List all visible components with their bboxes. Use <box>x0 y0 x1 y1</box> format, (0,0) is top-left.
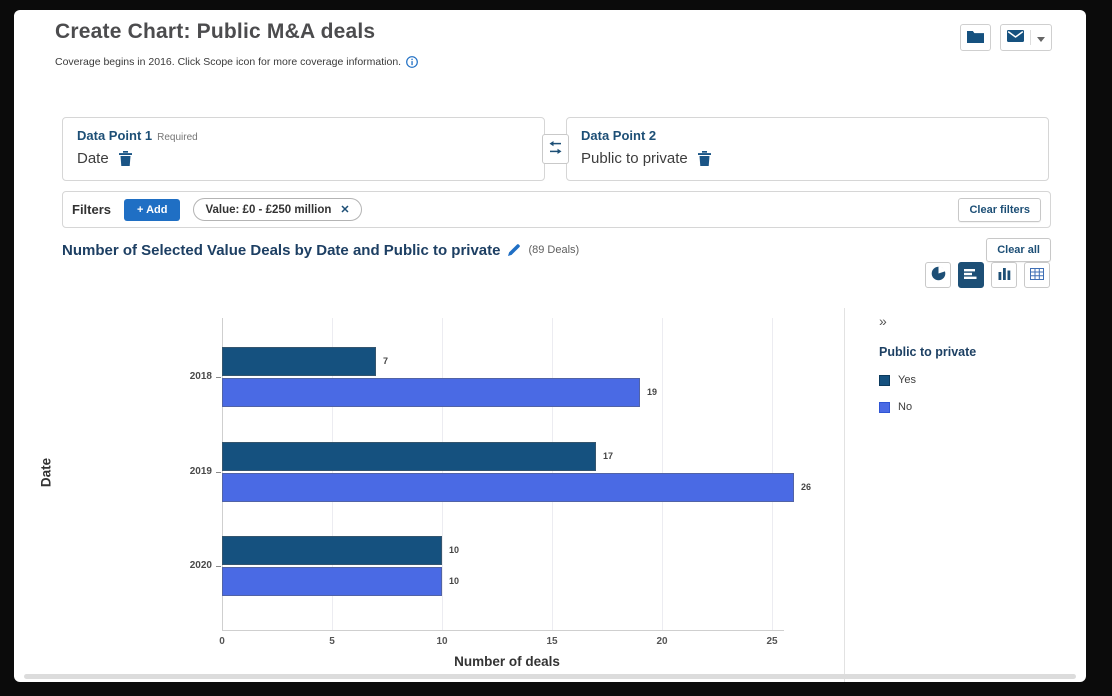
filters-label: Filters <box>72 202 112 217</box>
horizontal-scrollbar[interactable] <box>24 674 1076 679</box>
legend-label: No <box>898 401 913 413</box>
legend-items: Yes No <box>879 374 1086 413</box>
legend-panel: » Public to private Yes No <box>844 308 1086 682</box>
folder-button[interactable] <box>960 24 991 51</box>
chart-title: Number of Selected Value Deals by Date a… <box>62 241 501 259</box>
delete-data-point-2-icon[interactable] <box>697 151 711 166</box>
coverage-note: Coverage begins in 2016. Click Scope ico… <box>55 56 402 68</box>
x-tick-label: 20 <box>656 636 668 647</box>
legend-label: Yes <box>898 374 916 386</box>
envelope-icon <box>1007 30 1024 45</box>
legend-item-no[interactable]: No <box>879 401 1086 413</box>
bar-value-label: 10 <box>449 545 460 555</box>
data-point-1-value: Date <box>77 150 109 167</box>
collapse-legend-icon[interactable]: » <box>879 313 887 329</box>
bar-2020-yes[interactable] <box>222 536 442 565</box>
x-axis-line <box>222 630 784 631</box>
y-tick-mark <box>216 566 221 567</box>
button-divider <box>1030 30 1031 45</box>
bar-2018-no[interactable] <box>222 378 640 407</box>
x-tick-label: 5 <box>329 636 335 647</box>
swap-icon <box>548 141 563 157</box>
y-tick-label: 2019 <box>189 466 212 477</box>
x-tick-label: 15 <box>546 636 558 647</box>
plot-area: Number of deals Date 0 5 10 15 20 25 2018 7 19 20… <box>14 308 844 682</box>
y-tick-label: 2020 <box>189 560 212 571</box>
top-toolbar <box>960 24 1052 51</box>
bar-value-label: 10 <box>449 576 460 586</box>
bar-value-label: 26 <box>801 482 812 492</box>
swap-data-points-button[interactable] <box>542 134 569 164</box>
remove-filter-icon[interactable]: ✕ <box>340 204 350 216</box>
column-chart-icon <box>998 267 1011 283</box>
add-filter-button[interactable]: + Add <box>124 198 181 221</box>
legend-swatch-yes <box>879 374 890 386</box>
y-tick-mark <box>216 377 221 378</box>
y-tick-label: 2018 <box>189 371 212 382</box>
horizontal-bar-chart-icon <box>964 268 978 283</box>
x-axis-label: Number of deals <box>454 654 560 669</box>
caret-down-icon[interactable] <box>1037 30 1045 45</box>
deal-count: (89 Deals) <box>528 244 580 256</box>
filter-chip-value[interactable]: Value: £0 - £250 million ✕ <box>193 198 362 221</box>
email-button[interactable] <box>1000 24 1052 51</box>
data-point-1-label: Data Point 1 <box>77 128 153 143</box>
y-axis-label: Date <box>38 457 54 488</box>
table-view-icon <box>1030 267 1044 283</box>
clear-all-button[interactable]: Clear all <box>986 238 1051 262</box>
bar-2018-yes[interactable] <box>222 347 376 376</box>
filters-bar: Filters + Add Value: £0 - £250 million ✕… <box>62 191 1051 228</box>
info-icon[interactable] <box>406 56 419 68</box>
data-point-1-box: Data Point 1 Required Date <box>62 117 545 181</box>
data-point-2-box: Data Point 2 Public to private <box>566 117 1049 181</box>
data-point-2-value: Public to private <box>581 150 688 167</box>
chart-header: Number of Selected Value Deals by Date a… <box>62 238 1051 262</box>
clear-filters-button[interactable]: Clear filters <box>958 197 1041 222</box>
legend-item-yes[interactable]: Yes <box>879 374 1086 386</box>
delete-data-point-1-icon[interactable] <box>118 151 132 166</box>
x-tick-label: 10 <box>436 636 448 647</box>
pie-chart-button[interactable] <box>925 262 951 288</box>
bar-value-label: 7 <box>383 356 389 366</box>
folder-icon <box>967 30 984 46</box>
bar-value-label: 19 <box>647 387 658 397</box>
y-tick-mark <box>216 472 221 473</box>
column-chart-button[interactable] <box>991 262 1017 288</box>
data-point-2-label: Data Point 2 <box>581 128 657 143</box>
horizontal-bar-chart-button[interactable] <box>958 262 984 288</box>
bar-2019-yes[interactable] <box>222 442 596 471</box>
filter-chip-text: Value: £0 - £250 million <box>205 203 332 216</box>
bar-2019-no[interactable] <box>222 473 794 502</box>
bar-value-label: 17 <box>603 451 614 461</box>
required-flag: Required <box>157 132 198 143</box>
legend-swatch-no <box>879 401 890 413</box>
legend-title: Public to private <box>879 345 977 359</box>
chart-type-toggle-group <box>925 262 1050 288</box>
bar-2020-no[interactable] <box>222 567 442 596</box>
table-view-button[interactable] <box>1024 262 1050 288</box>
edit-title-icon[interactable] <box>508 244 521 256</box>
x-tick-label: 0 <box>219 636 225 647</box>
pie-chart-icon <box>931 266 946 284</box>
create-chart-card: Create Chart: Public M&A deals Coverage … <box>14 10 1086 682</box>
page-title: Create Chart: Public M&A deals <box>55 20 376 43</box>
x-tick-label: 25 <box>766 636 778 647</box>
